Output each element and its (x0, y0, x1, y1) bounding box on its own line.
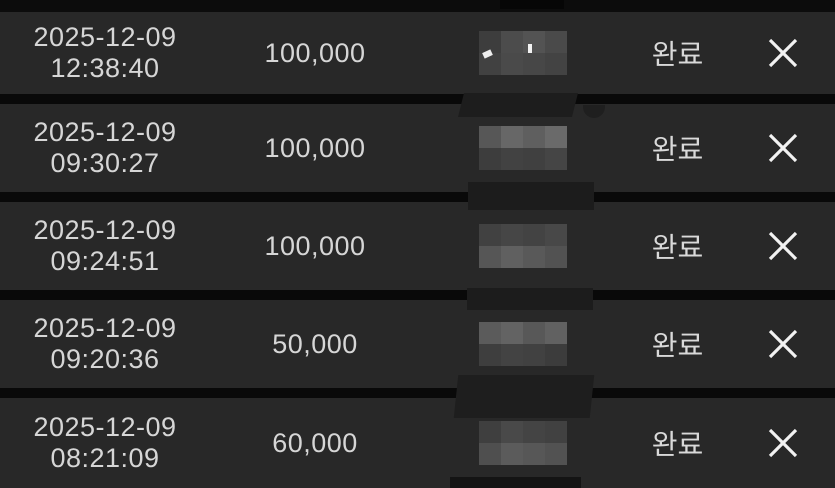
blur-cell (522, 322, 545, 344)
recipient-cell (420, 126, 625, 170)
row-divider (0, 94, 835, 104)
status-label: 완료 (651, 330, 704, 361)
blur-cell (478, 344, 501, 366)
blur-cell (478, 126, 501, 148)
blur-cell (522, 344, 545, 366)
status-label: 완료 (651, 39, 704, 70)
blur-cell (500, 344, 523, 366)
transaction-amount: 100,000 (264, 132, 366, 163)
redacted-recipient (478, 31, 567, 75)
close-x-icon (768, 133, 797, 163)
blur-cell (478, 421, 501, 443)
blur-cell (544, 443, 567, 465)
delete-button[interactable] (763, 324, 803, 364)
blur-cell (500, 31, 523, 53)
status-label: 완료 (651, 429, 704, 460)
blur-cell (544, 53, 567, 75)
delete-button[interactable] (763, 128, 803, 168)
redacted-recipient (478, 322, 567, 366)
blur-cell (544, 322, 567, 344)
blur-cell (478, 224, 501, 246)
transaction-datetime: 2025-12-09 09:24:51 (0, 215, 210, 277)
blur-cell (544, 421, 567, 443)
blur-cell (478, 148, 501, 170)
transaction-amount: 60,000 (272, 427, 358, 458)
blur-cell (544, 246, 567, 268)
blur-cell (522, 53, 545, 75)
blur-artifact (500, 0, 564, 9)
blur-cell (522, 148, 545, 170)
transaction-time: 09:24:51 (50, 246, 160, 276)
blur-cell (522, 421, 545, 443)
transaction-date: 2025-12-09 (33, 313, 177, 343)
row-divider (0, 192, 835, 202)
table-row: 2025-12-09 09:24:51 100,000 완료 (0, 202, 835, 290)
blur-cell (478, 322, 501, 344)
close-x-icon (768, 38, 797, 68)
recipient-cell (420, 322, 625, 366)
blur-cell (500, 126, 523, 148)
transaction-amount: 100,000 (264, 230, 366, 261)
blur-cell (522, 246, 545, 268)
recipient-cell (420, 224, 625, 268)
blur-cell (544, 148, 567, 170)
redacted-recipient (478, 126, 567, 170)
recipient-cell (420, 421, 625, 465)
close-x-icon (768, 231, 797, 261)
transaction-time: 08:21:09 (50, 443, 160, 473)
transaction-time: 12:38:40 (50, 53, 160, 83)
transaction-date: 2025-12-09 (33, 117, 177, 147)
transaction-time: 09:30:27 (50, 148, 160, 178)
transaction-date: 2025-12-09 (33, 412, 177, 442)
blur-cell (500, 443, 523, 465)
blur-cell (500, 246, 523, 268)
transaction-datetime: 2025-12-09 08:21:09 (0, 412, 210, 474)
delete-button[interactable] (763, 423, 803, 463)
blur-cell (478, 31, 501, 53)
blur-cell (522, 31, 545, 53)
row-divider (0, 388, 835, 398)
blur-cell (544, 224, 567, 246)
transaction-amount: 100,000 (264, 37, 366, 68)
blur-cell (500, 148, 523, 170)
transaction-datetime: 2025-12-09 09:20:36 (0, 313, 210, 375)
transaction-datetime: 2025-12-09 12:38:40 (0, 22, 210, 84)
redacted-recipient (478, 224, 567, 268)
blur-cell (544, 31, 567, 53)
table-row: 2025-12-09 09:20:36 50,000 완료 (0, 300, 835, 388)
blur-speck (527, 44, 532, 53)
blur-cell (522, 443, 545, 465)
blur-cell (478, 246, 501, 268)
table-row: 2025-12-09 08:21:09 60,000 완료 (0, 398, 835, 488)
transaction-datetime: 2025-12-09 09:30:27 (0, 117, 210, 179)
blur-cell (522, 126, 545, 148)
blur-cell (478, 443, 501, 465)
delete-button[interactable] (763, 226, 803, 266)
close-x-icon (768, 329, 797, 359)
table-row: 2025-12-09 09:30:27 100,000 완료 (0, 104, 835, 192)
table-row: 2025-12-09 12:38:40 100,000 완료 (0, 12, 835, 94)
blur-cell (500, 224, 523, 246)
blur-cell (500, 53, 523, 75)
top-divider-band (0, 0, 835, 12)
blur-cell (500, 421, 523, 443)
transaction-date: 2025-12-09 (33, 215, 177, 245)
recipient-cell (420, 31, 625, 75)
blur-cell (544, 344, 567, 366)
blur-cell (544, 126, 567, 148)
transaction-date: 2025-12-09 (33, 22, 177, 52)
redacted-recipient (478, 421, 567, 465)
close-x-icon (768, 428, 797, 458)
transaction-amount: 50,000 (272, 328, 358, 359)
blur-cell (500, 322, 523, 344)
row-divider (0, 290, 835, 300)
blur-cell (522, 224, 545, 246)
delete-button[interactable] (763, 33, 803, 73)
status-label: 완료 (651, 232, 704, 263)
status-label: 완료 (651, 134, 704, 165)
transaction-time: 09:20:36 (50, 344, 160, 374)
